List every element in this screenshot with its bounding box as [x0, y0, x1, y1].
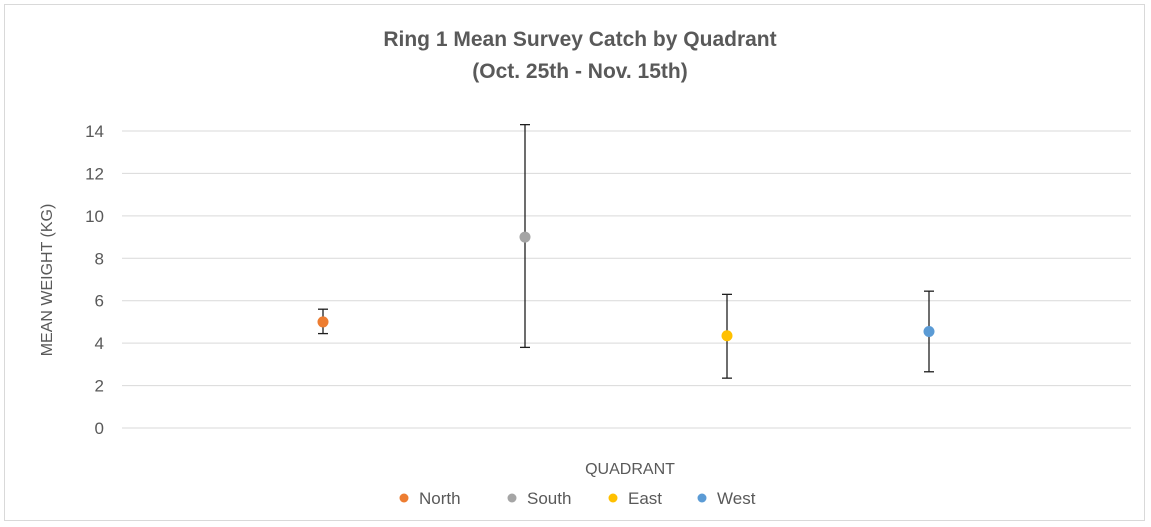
legend-label-west: West	[717, 489, 756, 508]
y-axis-title: MEAN WEIGHT (KG)	[39, 204, 56, 357]
legend-label-south: South	[527, 489, 571, 508]
legend-marker-south	[507, 493, 517, 503]
chart-title: Ring 1 Mean Survey Catch by Quadrant	[383, 28, 776, 51]
legend-label-east: East	[628, 489, 662, 508]
legend-marker-east	[608, 493, 618, 503]
y-tick-label: 2	[95, 377, 104, 396]
legend-marker-west	[697, 493, 707, 503]
y-tick-label: 10	[85, 207, 104, 226]
data-points	[317, 231, 935, 342]
chart-frame	[4, 4, 1145, 521]
chart-subtitle: (Oct. 25th - Nov. 15th)	[472, 60, 687, 83]
legend-label-north: North	[419, 489, 461, 508]
y-tick-label: 12	[85, 164, 104, 183]
y-tick-label: 6	[95, 292, 104, 311]
legend-marker-north	[399, 493, 409, 503]
y-tick-label: 0	[95, 419, 104, 438]
data-point-south	[519, 231, 531, 243]
y-tick-label: 8	[95, 249, 104, 268]
error-bars	[318, 123, 934, 379]
data-point-west	[923, 325, 935, 337]
data-point-north	[317, 316, 329, 328]
gridlines	[122, 130, 1131, 429]
data-point-east	[721, 330, 733, 342]
y-tick-labels: 0 2 4 6 8 10 12 14	[85, 122, 104, 438]
legend: North South East West	[399, 489, 756, 508]
y-tick-label: 4	[95, 334, 104, 353]
x-axis-title: QUADRANT	[585, 461, 675, 478]
y-tick-label: 14	[85, 122, 104, 141]
